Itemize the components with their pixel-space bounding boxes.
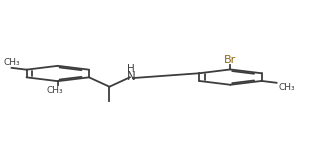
Text: Br: Br (224, 55, 237, 65)
Text: H: H (128, 64, 135, 74)
Text: CH₃: CH₃ (3, 58, 20, 67)
Text: CH₃: CH₃ (46, 86, 63, 95)
Text: CH₃: CH₃ (278, 83, 295, 92)
Text: N: N (127, 70, 136, 83)
